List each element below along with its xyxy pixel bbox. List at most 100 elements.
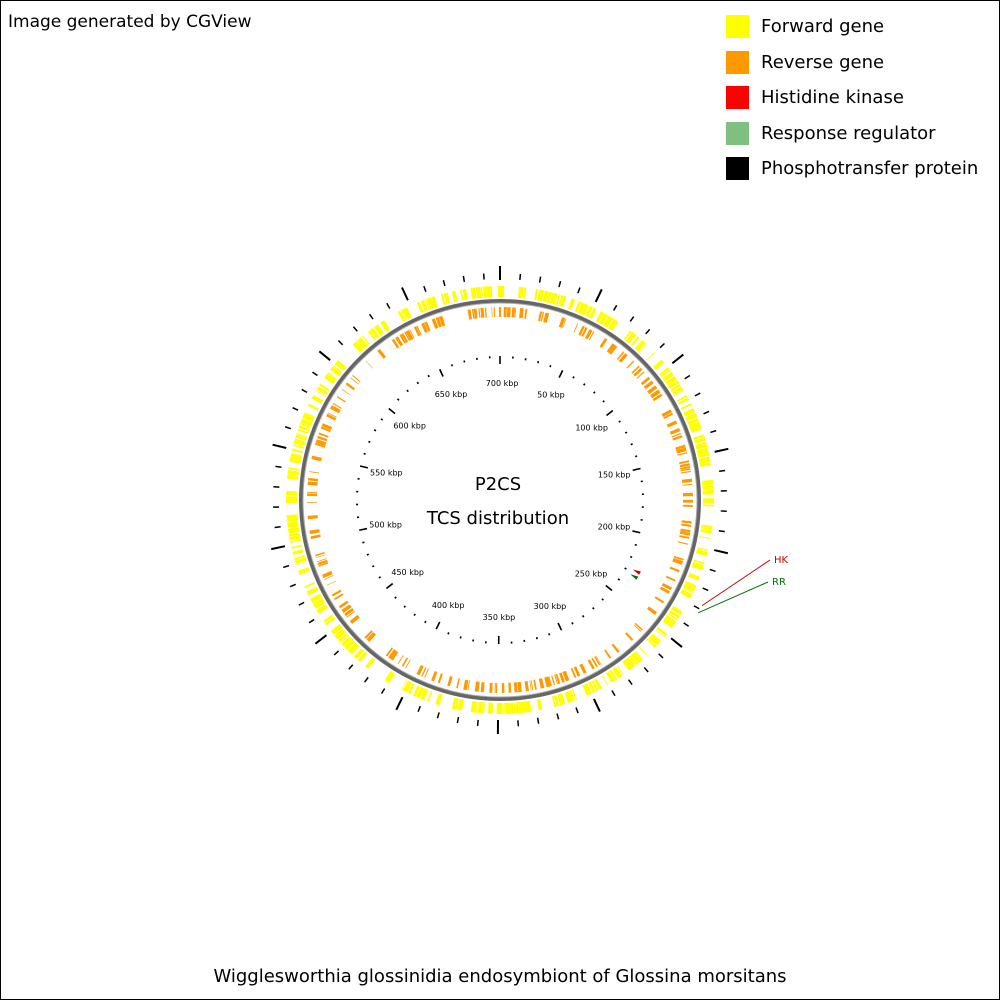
tick-label: 150 kbp: [598, 470, 631, 479]
forward-gene-block: [651, 633, 662, 643]
reverse-gene-block: [416, 664, 424, 676]
forward-gene-block: [655, 629, 665, 638]
reverse-gene-block: [503, 307, 507, 318]
forward-gene-block: [646, 639, 656, 648]
reverse-gene-block: [318, 432, 329, 438]
reverse-gene-block: [611, 643, 620, 653]
forward-gene-block: [289, 457, 302, 464]
reverse-gene-block: [391, 651, 399, 661]
outer-tick: [613, 304, 618, 311]
inner-tick: [359, 465, 369, 469]
forward-gene-block: [661, 369, 671, 378]
outer-tick: [714, 447, 729, 453]
forward-gene-block: [451, 290, 458, 303]
reverse-gene-block: [331, 589, 342, 597]
inner-tick: [447, 632, 450, 635]
map-title-line2: TCS distribution: [426, 508, 569, 529]
forward-gene-block: [424, 299, 430, 310]
outer-tick: [703, 410, 710, 415]
forward-gene-block: [688, 572, 700, 581]
forward-gene-block: [316, 386, 328, 396]
reverse-gene-block: [345, 382, 355, 391]
forward-gene-block: [668, 380, 680, 389]
reverse-gene-block: [438, 315, 446, 327]
forward-gene-block: [678, 397, 689, 405]
reverse-gene-block: [317, 435, 328, 442]
forward-gene-block: [665, 615, 677, 624]
outer-tick: [301, 388, 308, 394]
forward-gene-block: [630, 336, 640, 347]
forward-gene-block: [690, 426, 702, 433]
forward-gene-block: [587, 681, 596, 693]
forward-gene-block: [476, 701, 479, 713]
reverse-gene-block: [474, 681, 480, 692]
reverse-gene-block: [318, 561, 329, 567]
backbone-circle-highlight: [302, 302, 698, 698]
forward-gene-block: [628, 655, 638, 666]
forward-gene-block: [523, 287, 527, 299]
forward-gene-block: [676, 394, 688, 402]
outer-tick: [629, 316, 635, 322]
forward-gene-block: [402, 307, 412, 320]
forward-gene-block: [601, 675, 608, 686]
reverse-gene-block: [544, 676, 551, 688]
reverse-gene-block: [349, 614, 360, 625]
reverse-gene-block: [625, 632, 634, 641]
inner-tick: [572, 376, 575, 379]
forward-gene-block: [330, 624, 343, 635]
forward-gene-block: [292, 549, 304, 556]
outer-tick: [670, 637, 683, 648]
reverse-gene-block: [493, 307, 496, 318]
inner-tick: [359, 527, 368, 532]
reverse-gene-block: [591, 657, 598, 668]
inner-tick: [403, 605, 406, 608]
forward-gene-block: [638, 343, 647, 353]
forward-gene-block: [412, 685, 421, 697]
inner-tick: [366, 553, 370, 556]
reverse-gene-block: [385, 647, 394, 657]
outer-tick: [718, 529, 725, 533]
reverse-gene-block: [405, 659, 411, 669]
reverse-gene-block: [326, 413, 337, 421]
reverse-gene-block: [594, 656, 601, 666]
backbone-circle-outer: [299, 299, 701, 701]
reverse-gene-block: [555, 673, 561, 684]
outer-tick: [337, 340, 344, 346]
reverse-gene-block: [669, 427, 681, 435]
forward-gene-block: [699, 536, 711, 540]
outer-tick: [284, 426, 292, 430]
reverse-gene-block: [529, 680, 532, 691]
forward-gene-block: [667, 613, 678, 621]
outer-tick: [395, 696, 404, 711]
inner-tick: [549, 364, 552, 368]
reverse-gene-block: [666, 420, 678, 428]
reverse-gene-block: [320, 426, 331, 433]
reverse-gene-block: [391, 338, 400, 349]
forward-gene-block: [443, 292, 451, 305]
outer-tick: [558, 281, 562, 288]
reverse-gene-block: [682, 499, 693, 503]
forward-gene-block: [577, 302, 587, 315]
outer-tick: [694, 392, 701, 397]
reverse-gene-block: [341, 604, 352, 613]
reverse-gene-block: [581, 327, 588, 337]
reverse-gene-block: [513, 682, 518, 693]
reverse-gene-block: [671, 432, 682, 438]
reverse-gene-block: [315, 439, 327, 446]
forward-gene-block: [287, 521, 299, 528]
forward-gene-block: [451, 697, 459, 710]
reverse-gene-block: [346, 610, 355, 618]
outer-tick: [333, 650, 340, 656]
outer-tick: [645, 328, 651, 335]
forward-gene-block: [287, 473, 299, 477]
outer-tick: [352, 326, 358, 332]
reverse-gene-block: [650, 389, 661, 399]
outer-tick: [442, 279, 446, 287]
forward-gene-block: [373, 324, 385, 336]
forward-gene-block: [564, 690, 573, 703]
inner-tick: [416, 381, 420, 385]
forward-gene-block: [672, 386, 683, 395]
reverse-gene-block: [524, 680, 529, 692]
forward-gene-block: [688, 421, 701, 430]
